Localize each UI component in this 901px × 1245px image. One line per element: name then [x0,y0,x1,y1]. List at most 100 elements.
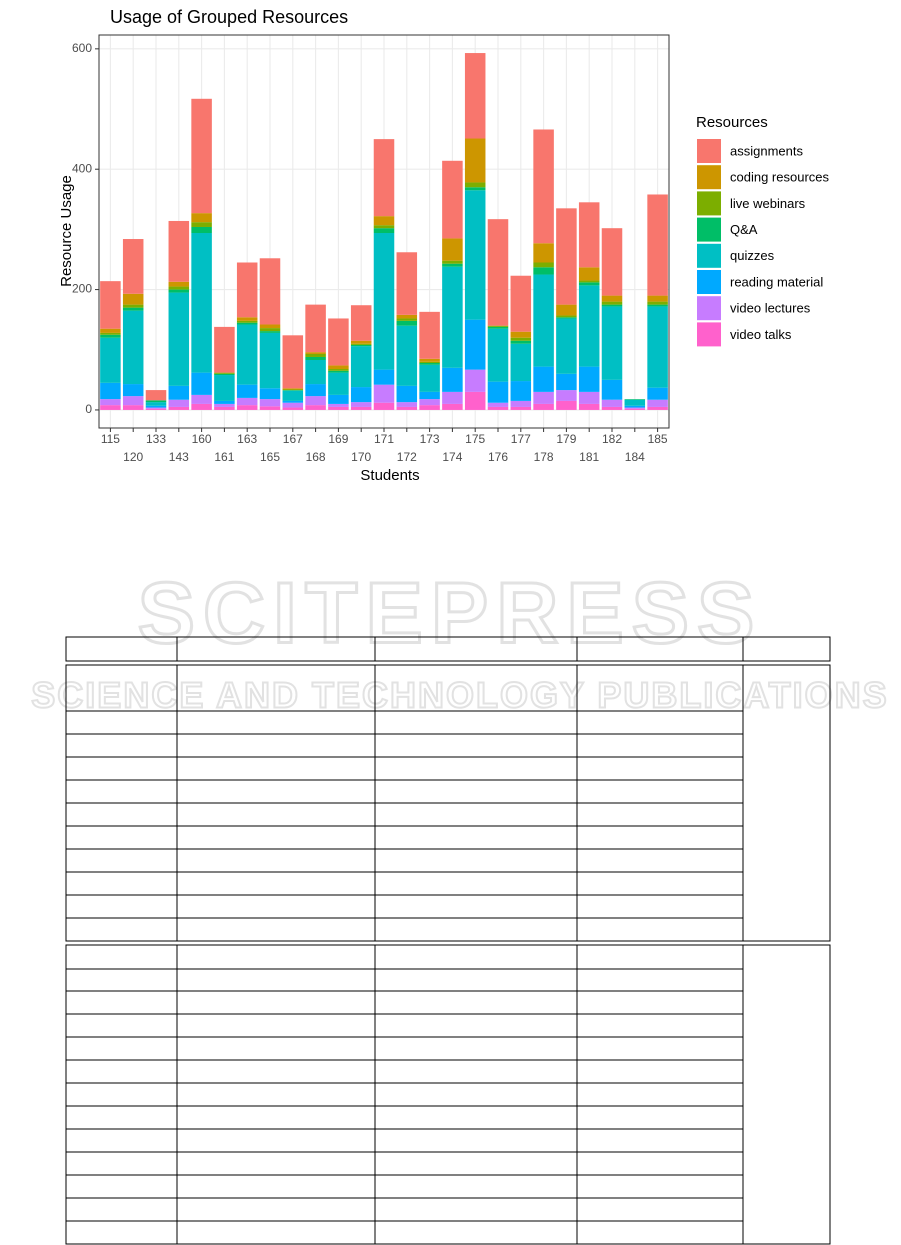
bar-segment [122,310,144,385]
bar-segment [100,281,121,329]
y-tick-label: 0 [85,402,92,416]
bar-segment [556,304,577,316]
bar-segment [191,372,212,395]
bar-segment [328,369,349,371]
x-tick-label: 181 [579,450,599,464]
table-header [65,636,831,662]
bar-segment [168,399,190,407]
legend-label: live webinars [730,196,806,211]
bar-segment [419,311,440,359]
bar-segment [419,405,440,410]
bar-segment [624,407,646,409]
bar-segment [396,385,418,403]
bar-segment [533,262,554,268]
bar-segment [373,216,395,226]
x-tick-label: 178 [534,450,554,464]
legend-key [697,270,721,294]
x-axis-title: Students [360,467,419,484]
bar-segment [122,405,144,410]
bar-segment [259,258,281,325]
bar-segment [236,317,258,321]
bar-segment [259,324,281,329]
bar-segment [100,405,121,410]
bar-segment [191,213,212,223]
bar-segment [601,304,623,307]
bar-segment [282,390,304,401]
bar-segment [122,396,144,406]
x-tick-label: 170 [351,450,371,464]
legend-label: quizzes [730,248,775,263]
bar-segment [464,391,486,410]
bar-segment [510,340,532,344]
bar-segment [214,406,235,410]
bar-segment [328,394,349,404]
y-tick-label: 600 [72,41,92,55]
bar-segment [601,295,623,302]
bar-segment [145,400,167,403]
bar-segment [100,382,121,400]
bar-segment [464,190,486,320]
x-tick-label: 182 [602,432,622,446]
legend-label: reading material [730,274,823,289]
legend-label: video talks [730,327,792,342]
bar-segment [601,406,623,410]
bar-segment [373,402,395,410]
bar-segment [350,340,372,344]
table [65,636,831,1245]
bar-segment [647,406,668,410]
bar-segment [624,399,646,400]
bar-segment [282,335,304,389]
bar-segment [442,403,463,410]
legend-label: assignments [730,143,803,158]
bar-segment [442,391,463,404]
bar-segment [236,397,258,406]
x-tick-label: 163 [237,432,257,446]
x-tick-label: 143 [169,450,189,464]
legend-key [697,217,721,242]
bar-segment [556,318,577,374]
bar-segment [122,307,144,311]
bar-segment [191,226,212,234]
bar-segment [236,320,258,323]
bar-segment [510,343,532,382]
bar-segment [464,319,486,370]
bar-segment [259,331,281,333]
x-tick-label: 176 [488,450,508,464]
legend-key [697,243,721,268]
bar-segment [305,304,326,353]
bar-segment [578,267,600,281]
bar-segment [214,375,235,401]
bar-segment [373,369,395,385]
bar-segment [624,408,646,410]
bar-segment [556,400,577,410]
bar-segment [100,328,121,333]
bar-segment [122,384,144,397]
legend-label: coding resources [730,170,829,185]
bar-segment [396,318,418,321]
bar-segment [328,403,349,407]
x-tick-label: 120 [123,450,143,464]
bar-segment [282,388,304,390]
bar-segment [533,366,554,392]
bar-segment [442,266,463,368]
bar-segment [145,407,167,409]
bar-segment [601,301,623,305]
bar-segment [305,356,326,360]
bar-segment [305,396,326,406]
bar-segment [487,402,509,407]
bar-segment [487,381,509,403]
bar-segment [396,402,418,407]
x-tick-label: 175 [465,432,485,446]
bar-segment [373,225,395,229]
plot-border [98,34,670,429]
bar-segment [168,289,190,293]
bar-segment [556,317,577,319]
bar-segment [100,337,121,383]
bar-segment [122,304,144,308]
legend-key [697,296,721,321]
bar-segment [350,387,372,403]
bar-segment [214,372,235,374]
bar-segment [533,243,554,263]
bar-segment [578,366,600,392]
